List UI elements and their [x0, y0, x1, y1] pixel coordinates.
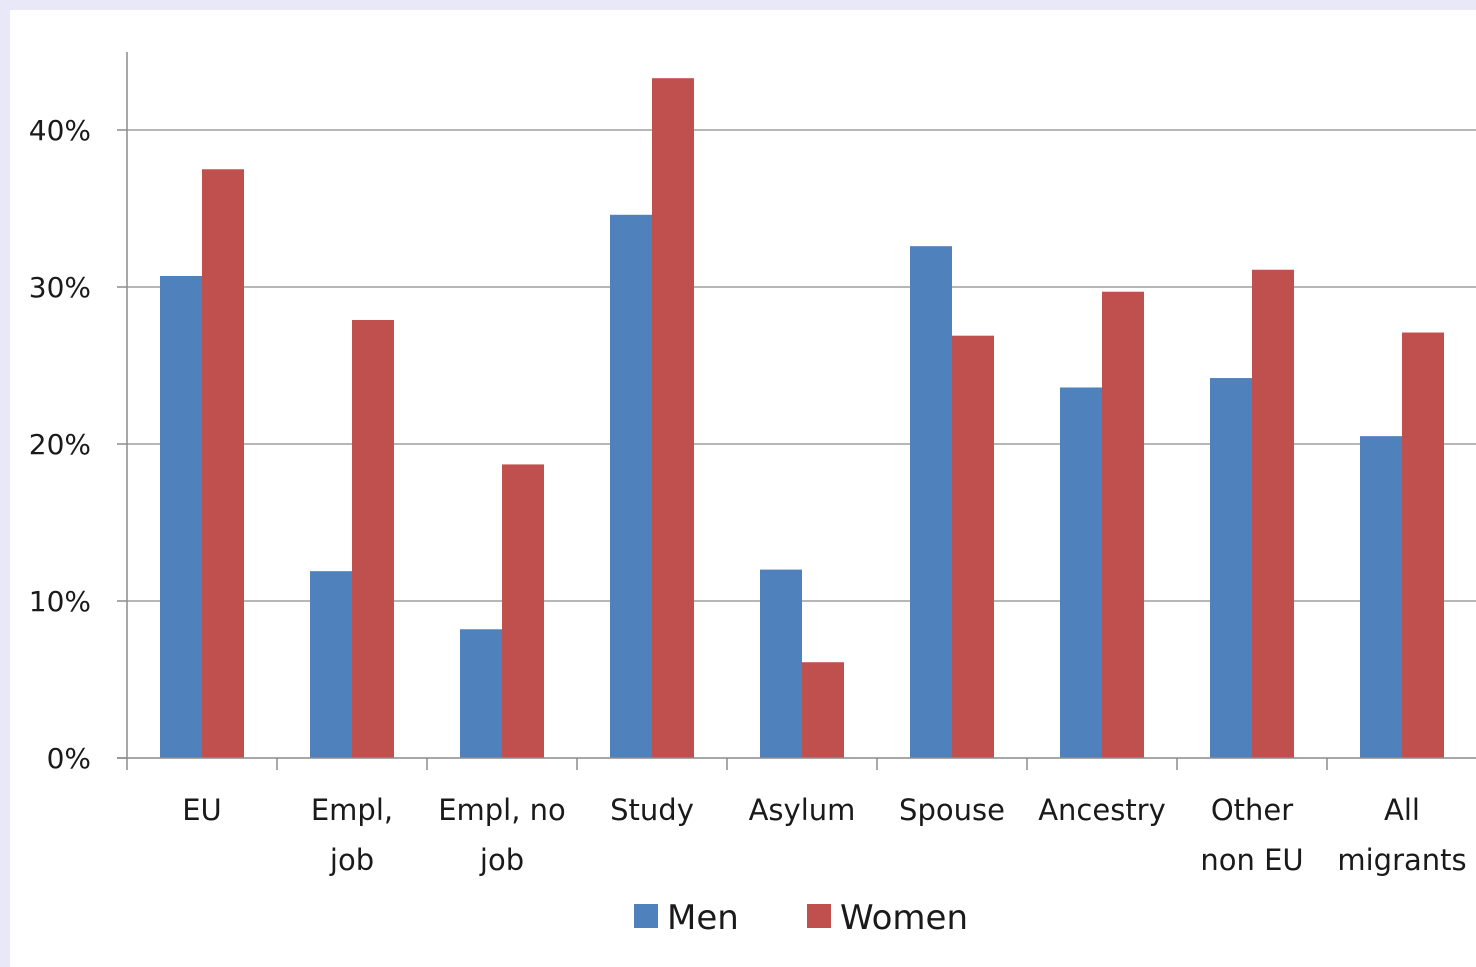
- bar-men-3: [610, 214, 652, 758]
- category-label: All: [1384, 793, 1420, 827]
- category-label: job: [329, 843, 374, 877]
- chart-panel: 0% 10% 20% 30% 40% EU Empl, job Empl, no job Stud…: [10, 10, 1476, 967]
- legend-label-men: Men: [667, 898, 739, 938]
- bar-women-7: [1252, 269, 1294, 758]
- bar-women-1: [352, 319, 394, 758]
- y-tick-label: 30%: [29, 271, 91, 304]
- y-tick-label: 10%: [29, 585, 91, 618]
- legend-swatch-men: [634, 904, 658, 928]
- bar-men-5: [910, 246, 952, 758]
- category-label: job: [479, 843, 524, 877]
- bar-men-6: [1060, 387, 1102, 758]
- bar-men-1: [310, 571, 352, 758]
- category-label: EU: [182, 793, 222, 827]
- y-tick-label: 20%: [29, 428, 91, 461]
- bar-chart: 0% 10% 20% 30% 40% EU Empl, job Empl, no job Stud…: [29, 52, 1476, 938]
- category-label: Spouse: [899, 793, 1005, 827]
- bar-men-0: [160, 276, 202, 758]
- y-tick-label: 40%: [29, 114, 91, 147]
- axes: [117, 52, 1476, 770]
- category-label: non EU: [1200, 843, 1303, 877]
- category-labels: EU Empl, job Empl, no job Study Asylum Spouse An…: [182, 793, 1466, 877]
- category-label: migrants: [1337, 843, 1466, 877]
- bar-men-2: [460, 629, 502, 758]
- bar-women-4: [802, 662, 844, 758]
- category-label: Empl, no: [438, 793, 566, 827]
- bar-women-5: [952, 335, 994, 758]
- y-tick-label: 0%: [47, 742, 91, 775]
- bar-women-8: [1402, 332, 1444, 758]
- y-tick-labels: 0% 10% 20% 30% 40%: [29, 114, 91, 775]
- legend-label-women: Women: [840, 898, 968, 938]
- legend: Men Women: [634, 898, 968, 938]
- bar-women-0: [202, 169, 244, 758]
- bars: [160, 78, 1444, 758]
- category-label: Study: [610, 793, 694, 827]
- bar-men-4: [760, 569, 802, 758]
- bar-women-3: [652, 78, 694, 758]
- bar-women-6: [1102, 291, 1144, 758]
- legend-swatch-women: [807, 904, 831, 928]
- bar-women-2: [502, 464, 544, 758]
- category-label: Other: [1211, 793, 1293, 827]
- category-label: Empl,: [311, 793, 393, 827]
- bar-men-7: [1210, 378, 1252, 758]
- bar-men-8: [1360, 436, 1402, 758]
- category-label: Ancestry: [1038, 793, 1166, 827]
- category-label: Asylum: [749, 793, 856, 827]
